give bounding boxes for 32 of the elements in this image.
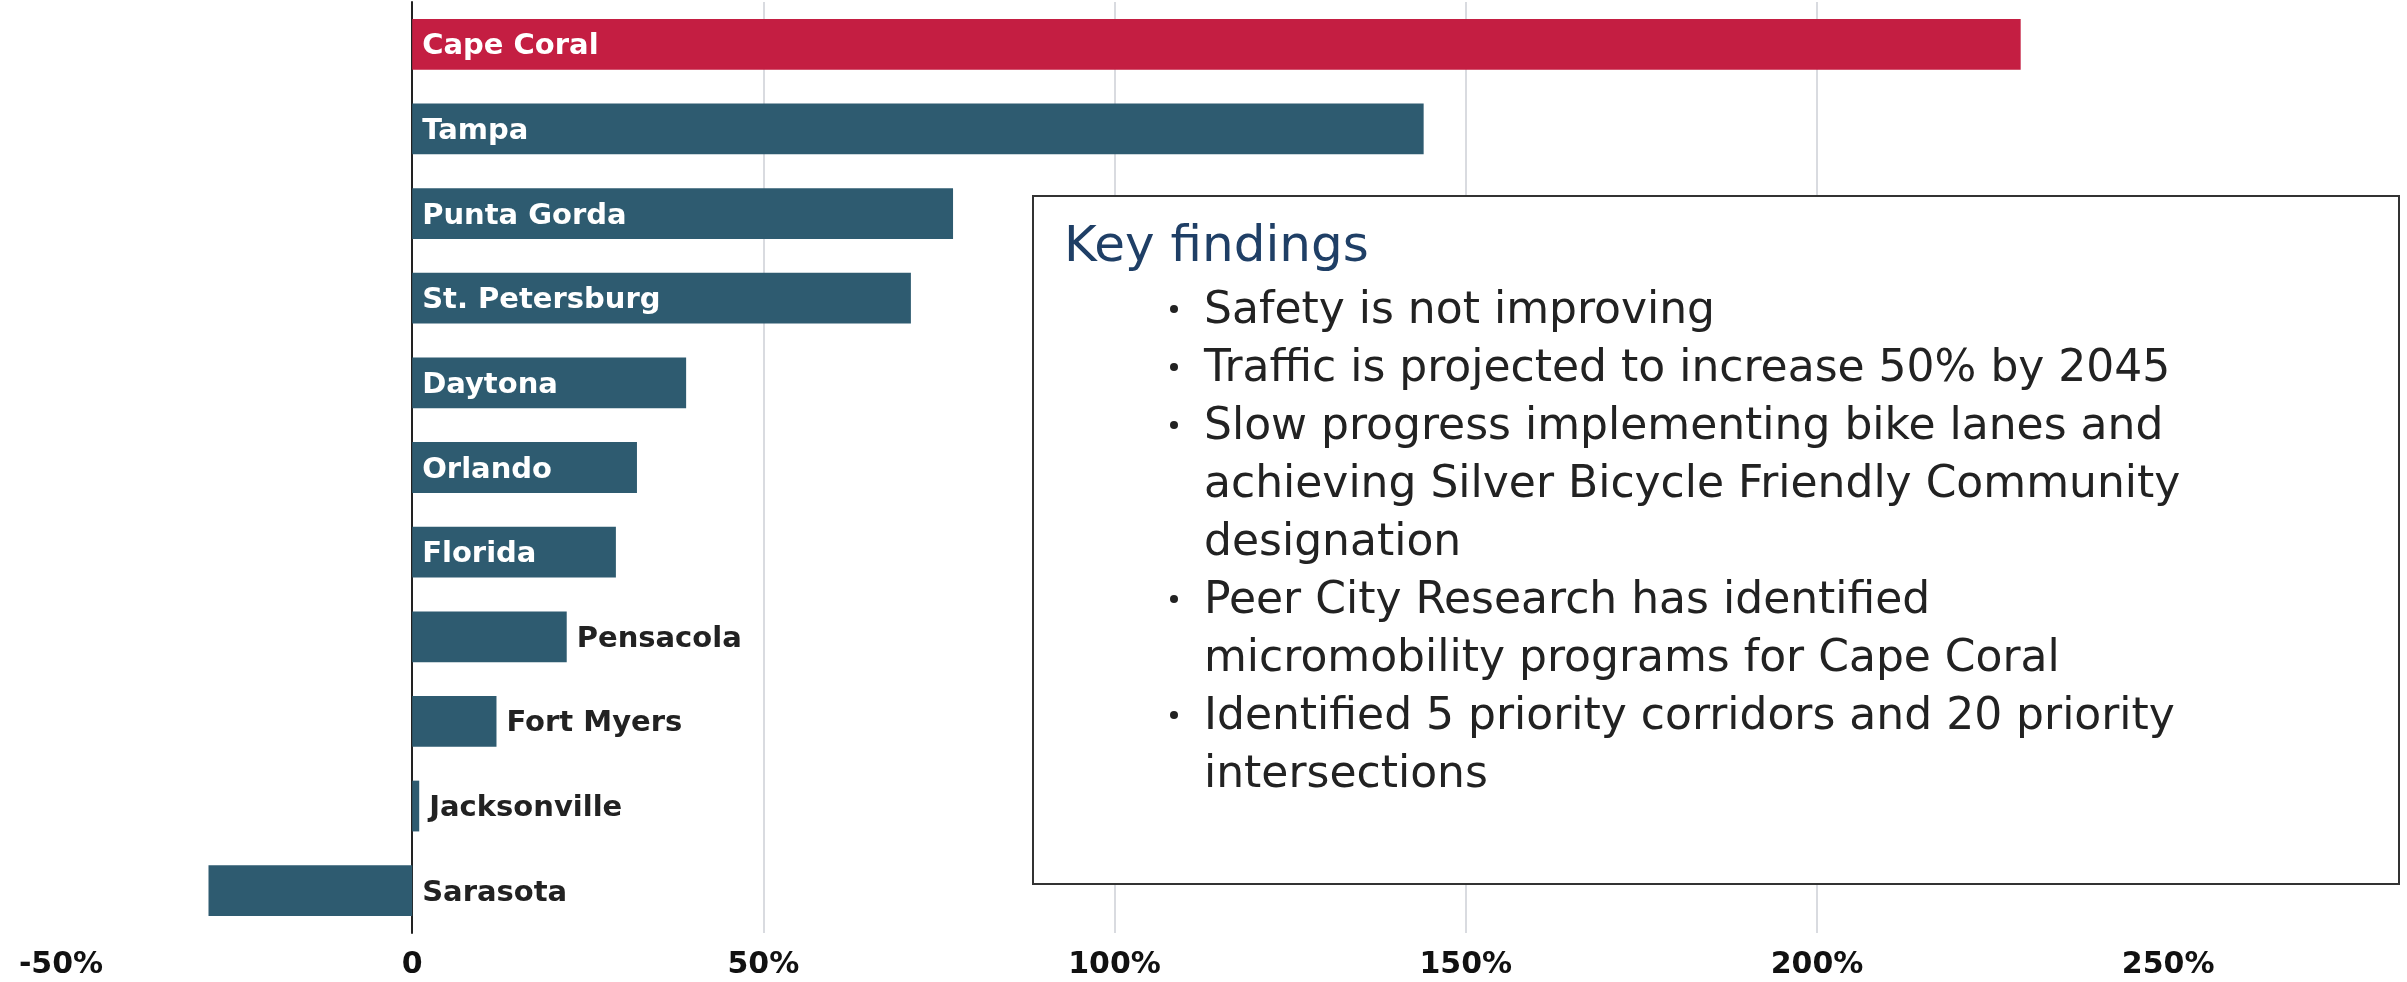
x-tick-label: 100% <box>1068 944 1161 980</box>
annotation: Key findings <box>1064 215 1370 273</box>
y-tick-label: Punta Gorda <box>422 196 627 231</box>
bar <box>412 18 2021 70</box>
y-tick-label: Sarasota <box>422 873 568 908</box>
bar <box>412 696 497 747</box>
bar <box>412 188 954 239</box>
y-tick-label: Pensacola <box>576 619 742 654</box>
y-tick-label: Florida <box>422 535 537 570</box>
x-tick-label: 150% <box>1419 944 1513 980</box>
y-tick-label: Tampa <box>422 111 529 146</box>
bar <box>208 865 413 917</box>
bar <box>412 103 1424 155</box>
annotation: Peer City Research has identified micromobility programs for Cape Coral <box>1204 571 2061 683</box>
x-tick-label: 0 <box>401 944 423 980</box>
annotation: Traffic is projected to increase 50% by 2045 <box>1204 339 2172 393</box>
x-tick-label: -50% <box>18 944 104 980</box>
y-tick-label: Orlando <box>422 450 552 485</box>
y-tick-label: St. Petersburg <box>422 281 661 316</box>
x-tick-label: 50% <box>727 944 800 980</box>
y-tick-label: Fort Myers <box>506 704 683 739</box>
annotation: Slow progress implementing bike lanes and achieving Silver Bicycle Friendly Community designation <box>1204 397 2182 567</box>
y-tick-label: Cape Coral <box>422 27 599 62</box>
bar <box>412 611 567 663</box>
y-tick-label: Jacksonville <box>427 789 623 824</box>
annotation: Safety is not improving <box>1204 281 1717 335</box>
bar <box>412 780 420 832</box>
y-tick-label: Daytona <box>422 365 558 400</box>
x-tick-label: 200% <box>1770 944 1864 980</box>
x-tick-label: 250% <box>2121 944 2215 980</box>
bar <box>412 272 911 324</box>
annotation: Identified 5 priority corridors and 20 priority intersections <box>1204 687 2176 799</box>
